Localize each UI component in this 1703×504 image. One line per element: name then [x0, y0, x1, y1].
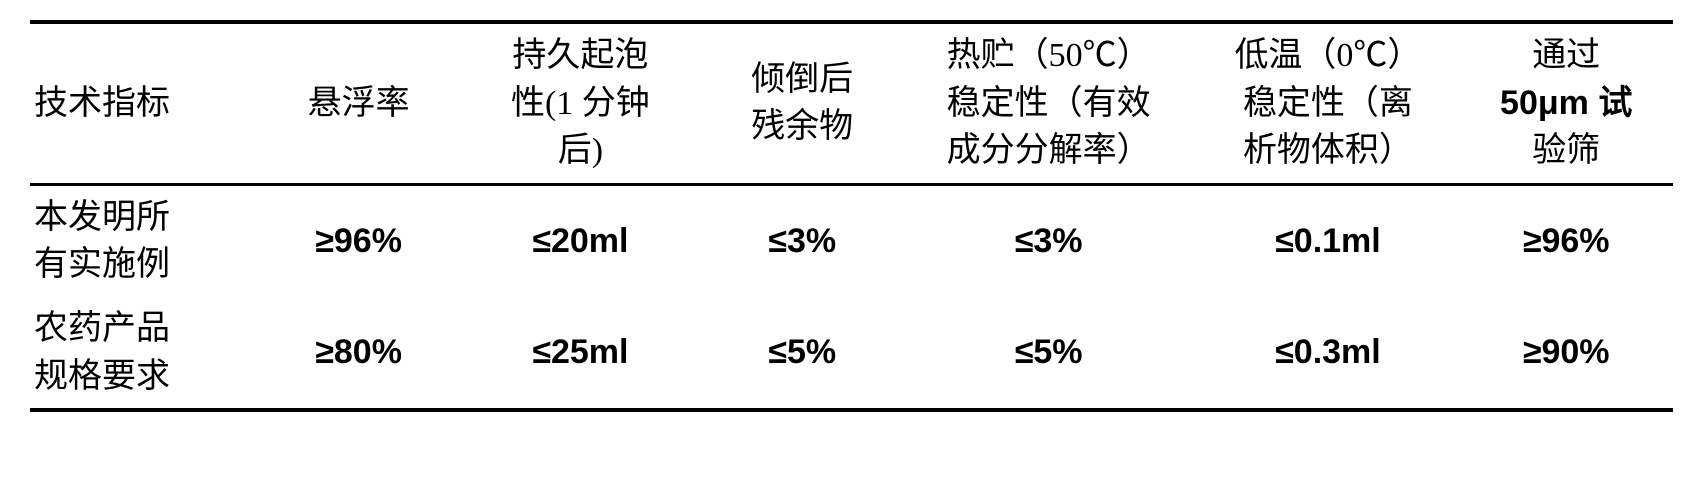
header-text: 成分分解率）: [947, 132, 1151, 169]
rowhead-text: 有实施例: [34, 246, 170, 283]
header-text: 低温（0℃）: [1234, 37, 1421, 74]
cell-value: ≥80%: [260, 297, 457, 410]
cell-value: ≤3%: [704, 184, 901, 297]
header-text: 悬浮率: [308, 85, 410, 122]
rowhead-text: 规格要求: [34, 358, 170, 395]
header-text: 通过: [1532, 37, 1600, 74]
col-header-suspend: 悬浮率: [260, 22, 457, 184]
row-head-invention: 本发明所 有实施例: [30, 184, 260, 297]
cell-value: ≤25ml: [457, 297, 703, 410]
header-text: 技术指标: [34, 85, 170, 122]
col-header-cold: 低温（0℃） 稳定性（离 析物体积）: [1197, 22, 1460, 184]
header-text: 稳定性（离: [1243, 85, 1413, 122]
cell-value: ≥90%: [1459, 297, 1673, 410]
col-header-hot: 热贮（50℃） 稳定性（有效 成分分解率）: [901, 22, 1197, 184]
header-text: 50μm 试: [1500, 84, 1632, 122]
table-row: 农药产品 规格要求 ≥80% ≤25ml ≤5% ≤5% ≤0.3ml ≥90%: [30, 297, 1673, 410]
cell-value: ≤5%: [704, 297, 901, 410]
cell-value: ≤3%: [901, 184, 1197, 297]
col-header-metric: 技术指标: [30, 22, 260, 184]
header-text: 持久起泡: [512, 37, 648, 74]
table-row: 本发明所 有实施例 ≥96% ≤20ml ≤3% ≤3% ≤0.1ml ≥96%: [30, 184, 1673, 297]
row-head-standard: 农药产品 规格要求: [30, 297, 260, 410]
cell-value: ≥96%: [260, 184, 457, 297]
spec-comparison-table: 技术指标 悬浮率 持久起泡 性(1 分钟 后) 倾倒后 残余物 热贮（50℃） …: [30, 20, 1673, 412]
rowhead-text: 农药产品: [34, 310, 170, 347]
header-text: 验筛: [1532, 132, 1600, 169]
header-text: 残余物: [751, 108, 853, 145]
header-text: 析物体积）: [1243, 132, 1413, 169]
table-header-row: 技术指标 悬浮率 持久起泡 性(1 分钟 后) 倾倒后 残余物 热贮（50℃） …: [30, 22, 1673, 184]
cell-value: ≤0.1ml: [1197, 184, 1460, 297]
col-header-residue: 倾倒后 残余物: [704, 22, 901, 184]
header-text: 热贮（50℃）: [947, 37, 1151, 74]
header-text: 倾倒后: [751, 61, 853, 98]
header-text: 性(1 分钟: [511, 85, 650, 122]
header-text: 后): [558, 132, 603, 169]
col-header-sieve: 通过 50μm 试 验筛: [1459, 22, 1673, 184]
header-text: 稳定性（有效: [947, 85, 1151, 122]
cell-value: ≤0.3ml: [1197, 297, 1460, 410]
cell-value: ≤20ml: [457, 184, 703, 297]
rowhead-text: 本发明所: [34, 199, 170, 236]
cell-value: ≥96%: [1459, 184, 1673, 297]
col-header-foam: 持久起泡 性(1 分钟 后): [457, 22, 703, 184]
cell-value: ≤5%: [901, 297, 1197, 410]
